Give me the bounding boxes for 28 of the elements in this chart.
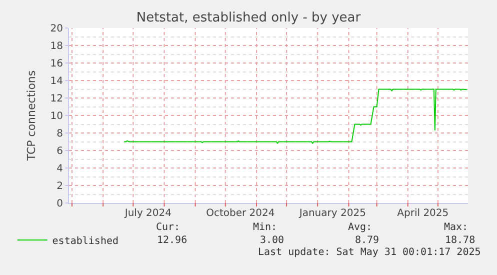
x-tick-label: July 2024 xyxy=(124,208,172,219)
text: 18.78 xyxy=(445,235,476,246)
x-tick-label: October 2024 xyxy=(206,208,275,219)
text: Last update: Sat May 31 00:01:17 2025 xyxy=(258,247,481,258)
text: 8.79 xyxy=(355,235,380,246)
text: Cur: xyxy=(156,222,180,233)
y-tick-label: 18 xyxy=(50,41,63,52)
y-tick-label: 2 xyxy=(56,181,63,192)
line-series xyxy=(124,88,468,144)
text: Avg: xyxy=(348,222,372,233)
text: Max: xyxy=(444,222,468,233)
y-tick-label: 16 xyxy=(50,58,63,70)
text: 12.96 xyxy=(157,235,188,246)
x-tick-label: April 2025 xyxy=(397,208,449,219)
y-tick-label: 0 xyxy=(56,198,63,210)
y-tick-label: 20 xyxy=(50,24,63,34)
text: Min: xyxy=(253,222,278,233)
y-tick-label: 4 xyxy=(56,164,63,174)
legend-label: established xyxy=(52,236,119,247)
y-tick-label: 6 xyxy=(56,146,63,157)
y-tick-label: 14 xyxy=(50,76,63,87)
y-tick-label: 10 xyxy=(50,111,63,122)
y-tick-label: 8 xyxy=(56,128,63,140)
x-tick-label: January 2025 xyxy=(298,208,366,219)
y-tick-label: 12 xyxy=(50,94,63,104)
text: 3.00 xyxy=(260,235,284,246)
chart-title: Netstat, established only - by year xyxy=(136,10,362,26)
y-axis-title: TCP connections xyxy=(24,70,38,162)
